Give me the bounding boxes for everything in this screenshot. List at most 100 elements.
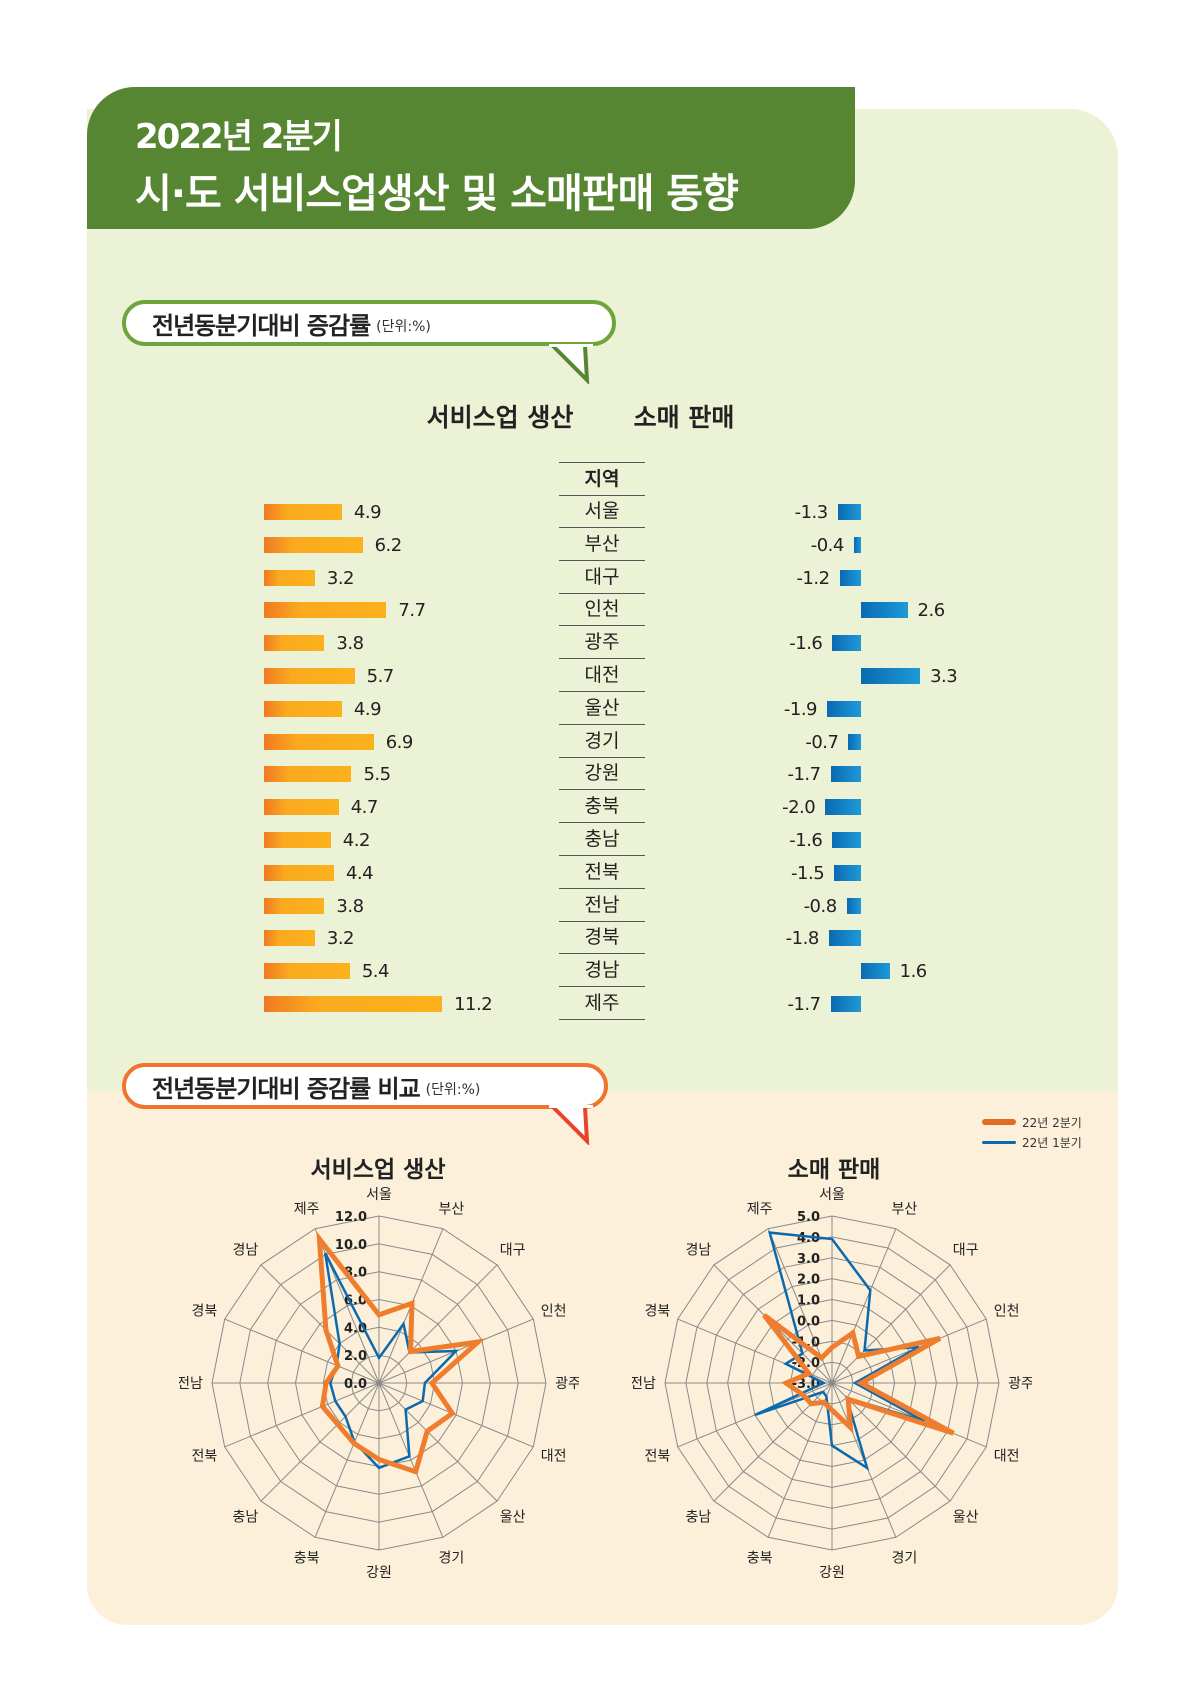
grid-spoke [378, 1382, 498, 1502]
section2-unit: (단위:%) [425, 1082, 481, 1098]
retail-bar [830, 766, 861, 783]
region-label: 제주 [559, 987, 645, 1020]
service-value-label: 5.7 [366, 666, 395, 687]
grid-spoke [378, 1382, 534, 1448]
axis-label: 경남 [685, 1242, 711, 1258]
axis-label: 전남 [179, 1376, 203, 1392]
legend-item-q2: 22년 2분기 [982, 1112, 1082, 1132]
page-header: 2022년 2분기 시·도 서비스업생산 및 소매판매 동향 [87, 87, 855, 229]
header-subtitle: 2022년 2분기 [135, 117, 343, 157]
section1-title: 전년동분기대비 증감률 [152, 311, 371, 340]
service-value-label: 4.9 [353, 698, 382, 720]
service-value-label: 3.2 [326, 567, 355, 589]
service-value-label: 6.2 [374, 534, 403, 556]
region-label: 충남 [559, 823, 645, 856]
axis-label: 경북 [645, 1304, 671, 1320]
axis-label: 서울 [366, 1187, 392, 1203]
region-label: 대구 [559, 561, 645, 594]
bubble2-tail [549, 1105, 593, 1145]
region-label: 광주 [559, 626, 645, 660]
axis-label: 대전 [541, 1448, 567, 1464]
service-bar [264, 996, 443, 1012]
section1-bubble: 전년동분기대비 증감률 (단위:%) [122, 300, 616, 346]
service-value-label: 5.4 [361, 961, 390, 983]
section1-unit: (단위:%) [376, 319, 431, 335]
service-bar [264, 536, 363, 553]
service-bar [264, 602, 387, 619]
service-value-label: 7.7 [398, 600, 426, 622]
tick-label: 5.0 [797, 1210, 820, 1225]
retail-bar [846, 897, 861, 914]
tick-label: 0.0 [344, 1377, 367, 1392]
page-title: 시·도 서비스업생산 및 소매판매 동향 [135, 171, 739, 217]
retail-bar [848, 733, 861, 750]
service-bar [264, 930, 315, 947]
service-value-label: 5.5 [363, 764, 391, 786]
grid-spoke [767, 1382, 833, 1538]
retail-title: 소매 판매 [633, 403, 735, 432]
region-label: 충북 [559, 790, 645, 824]
axis-label: 전남 [632, 1376, 656, 1392]
retail-value-label: -1.7 [787, 994, 821, 1015]
grid-spoke [831, 1318, 987, 1384]
region-label: 인천 [559, 593, 645, 627]
axis-label: 전북 [645, 1448, 671, 1464]
bubble1-tail [549, 344, 593, 384]
axis-label: 울산 [500, 1510, 526, 1526]
retail-bar [853, 536, 861, 553]
retail-value-label: 1.6 [899, 961, 928, 983]
retail-bar [837, 504, 861, 520]
retail-value-label: -1.5 [791, 862, 825, 884]
service-bar [264, 635, 325, 652]
grid-spoke [831, 1264, 951, 1384]
service-value-label: 4.7 [350, 797, 379, 819]
retail-value-label: -2.0 [782, 797, 816, 819]
service-bar [264, 799, 339, 816]
region-label: 울산 [559, 692, 645, 725]
axis-label: 경기 [438, 1551, 464, 1567]
axis-label: 광주 [1008, 1376, 1032, 1392]
radar2-title: 소매 판매 [787, 1157, 881, 1183]
region-label: 경북 [559, 921, 645, 955]
service-value-label: 3.2 [326, 928, 355, 950]
retail-bar [832, 635, 861, 652]
tick-label: 12.0 [335, 1210, 367, 1225]
region-label: 서울 [559, 495, 645, 528]
legend: 22년 2분기 22년 1분기 [982, 1112, 1082, 1152]
axis-label: 제주 [294, 1201, 320, 1217]
axis-label: 대전 [994, 1448, 1020, 1464]
region-label: 대전 [559, 659, 645, 692]
service-value-label: 4.9 [353, 502, 382, 523]
axis-label: 경남 [232, 1242, 258, 1258]
axis-label: 인천 [994, 1304, 1020, 1320]
retail-bar [832, 832, 861, 848]
retail-value-label: -0.7 [805, 731, 839, 753]
retail-bar [826, 700, 861, 717]
service-value-label: 6.9 [385, 731, 414, 753]
service-bar [264, 963, 350, 980]
radar-retail: 서울부산대구인천광주대전울산경기강원충북충남전북전남경북경남제주-3.0-2.0… [632, 1187, 1032, 1581]
region-label: 강원 [559, 757, 645, 791]
radar1-title: 서비스업 생산 [310, 1157, 446, 1183]
axis-label: 인천 [541, 1304, 567, 1320]
service-bar [264, 668, 355, 684]
retail-value-label: -1.9 [783, 698, 818, 720]
retail-value-label: -1.3 [794, 502, 829, 523]
grid-spoke [260, 1382, 380, 1502]
service-value-label: 11.2 [454, 994, 493, 1015]
grid-spoke [260, 1264, 380, 1384]
service-value-label: 3.8 [336, 895, 364, 917]
service-bar [264, 766, 352, 783]
radar-service: 서울부산대구인천광주대전울산경기강원충북충남전북전남경북경남제주0.02.04.… [179, 1187, 579, 1581]
axis-label: 부산 [891, 1201, 917, 1217]
axis-label: 충북 [294, 1551, 320, 1567]
axis-label: 충남 [685, 1510, 711, 1526]
retail-value-label: -0.8 [803, 895, 838, 917]
axis-label: 대구 [953, 1242, 979, 1258]
axis-label: 서울 [819, 1187, 845, 1203]
region-label: 경남 [559, 954, 645, 988]
retail-value-label: 3.3 [930, 666, 958, 687]
legend-label: 22년 1분기 [1022, 1135, 1082, 1150]
grid-spoke [831, 1228, 897, 1384]
service-value-label: 3.8 [336, 633, 364, 655]
